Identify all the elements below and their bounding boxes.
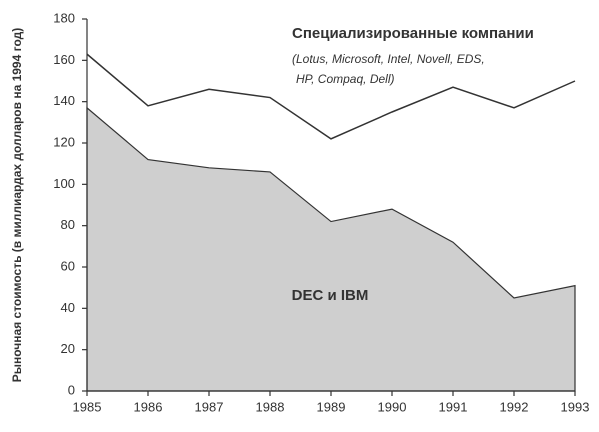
y-tick-label: 180 (53, 10, 75, 25)
y-tick-label: 0 (68, 382, 75, 397)
y-tick-label: 160 (53, 52, 75, 67)
x-tick-label: 1989 (317, 399, 346, 414)
series-label: DEC и IBM (292, 287, 369, 304)
area (86, 106, 576, 392)
x-tick-label: 1990 (378, 399, 407, 414)
annotation: (Lotus, Microsoft, Intel, Novell, EDS, (292, 52, 485, 66)
y-tick-label: 20 (61, 341, 75, 356)
x-tick-label: 1986 (134, 399, 163, 414)
y-axis-label: Рыночная стоимость (в миллиардах долларо… (10, 28, 24, 382)
annotation: HP, Compaq, Dell) (296, 72, 394, 86)
x-tick-label: 1992 (500, 399, 529, 414)
x-tick-label: 1993 (561, 399, 590, 414)
y-tick-label: 60 (61, 258, 75, 273)
y-tick-label: 100 (53, 176, 75, 191)
y-tick-label: 140 (53, 93, 75, 108)
y-tick-label: 120 (53, 134, 75, 149)
line (86, 53, 576, 140)
x-tick-label: 1988 (256, 399, 285, 414)
y-tick-label: 80 (61, 217, 75, 232)
x-tick-label: 1991 (439, 399, 468, 414)
y-tick-label: 40 (61, 300, 75, 315)
x-tick-label: 1985 (73, 399, 102, 414)
x-tick-label: 1987 (195, 399, 224, 414)
series-label: Специализированные компании (292, 25, 534, 42)
